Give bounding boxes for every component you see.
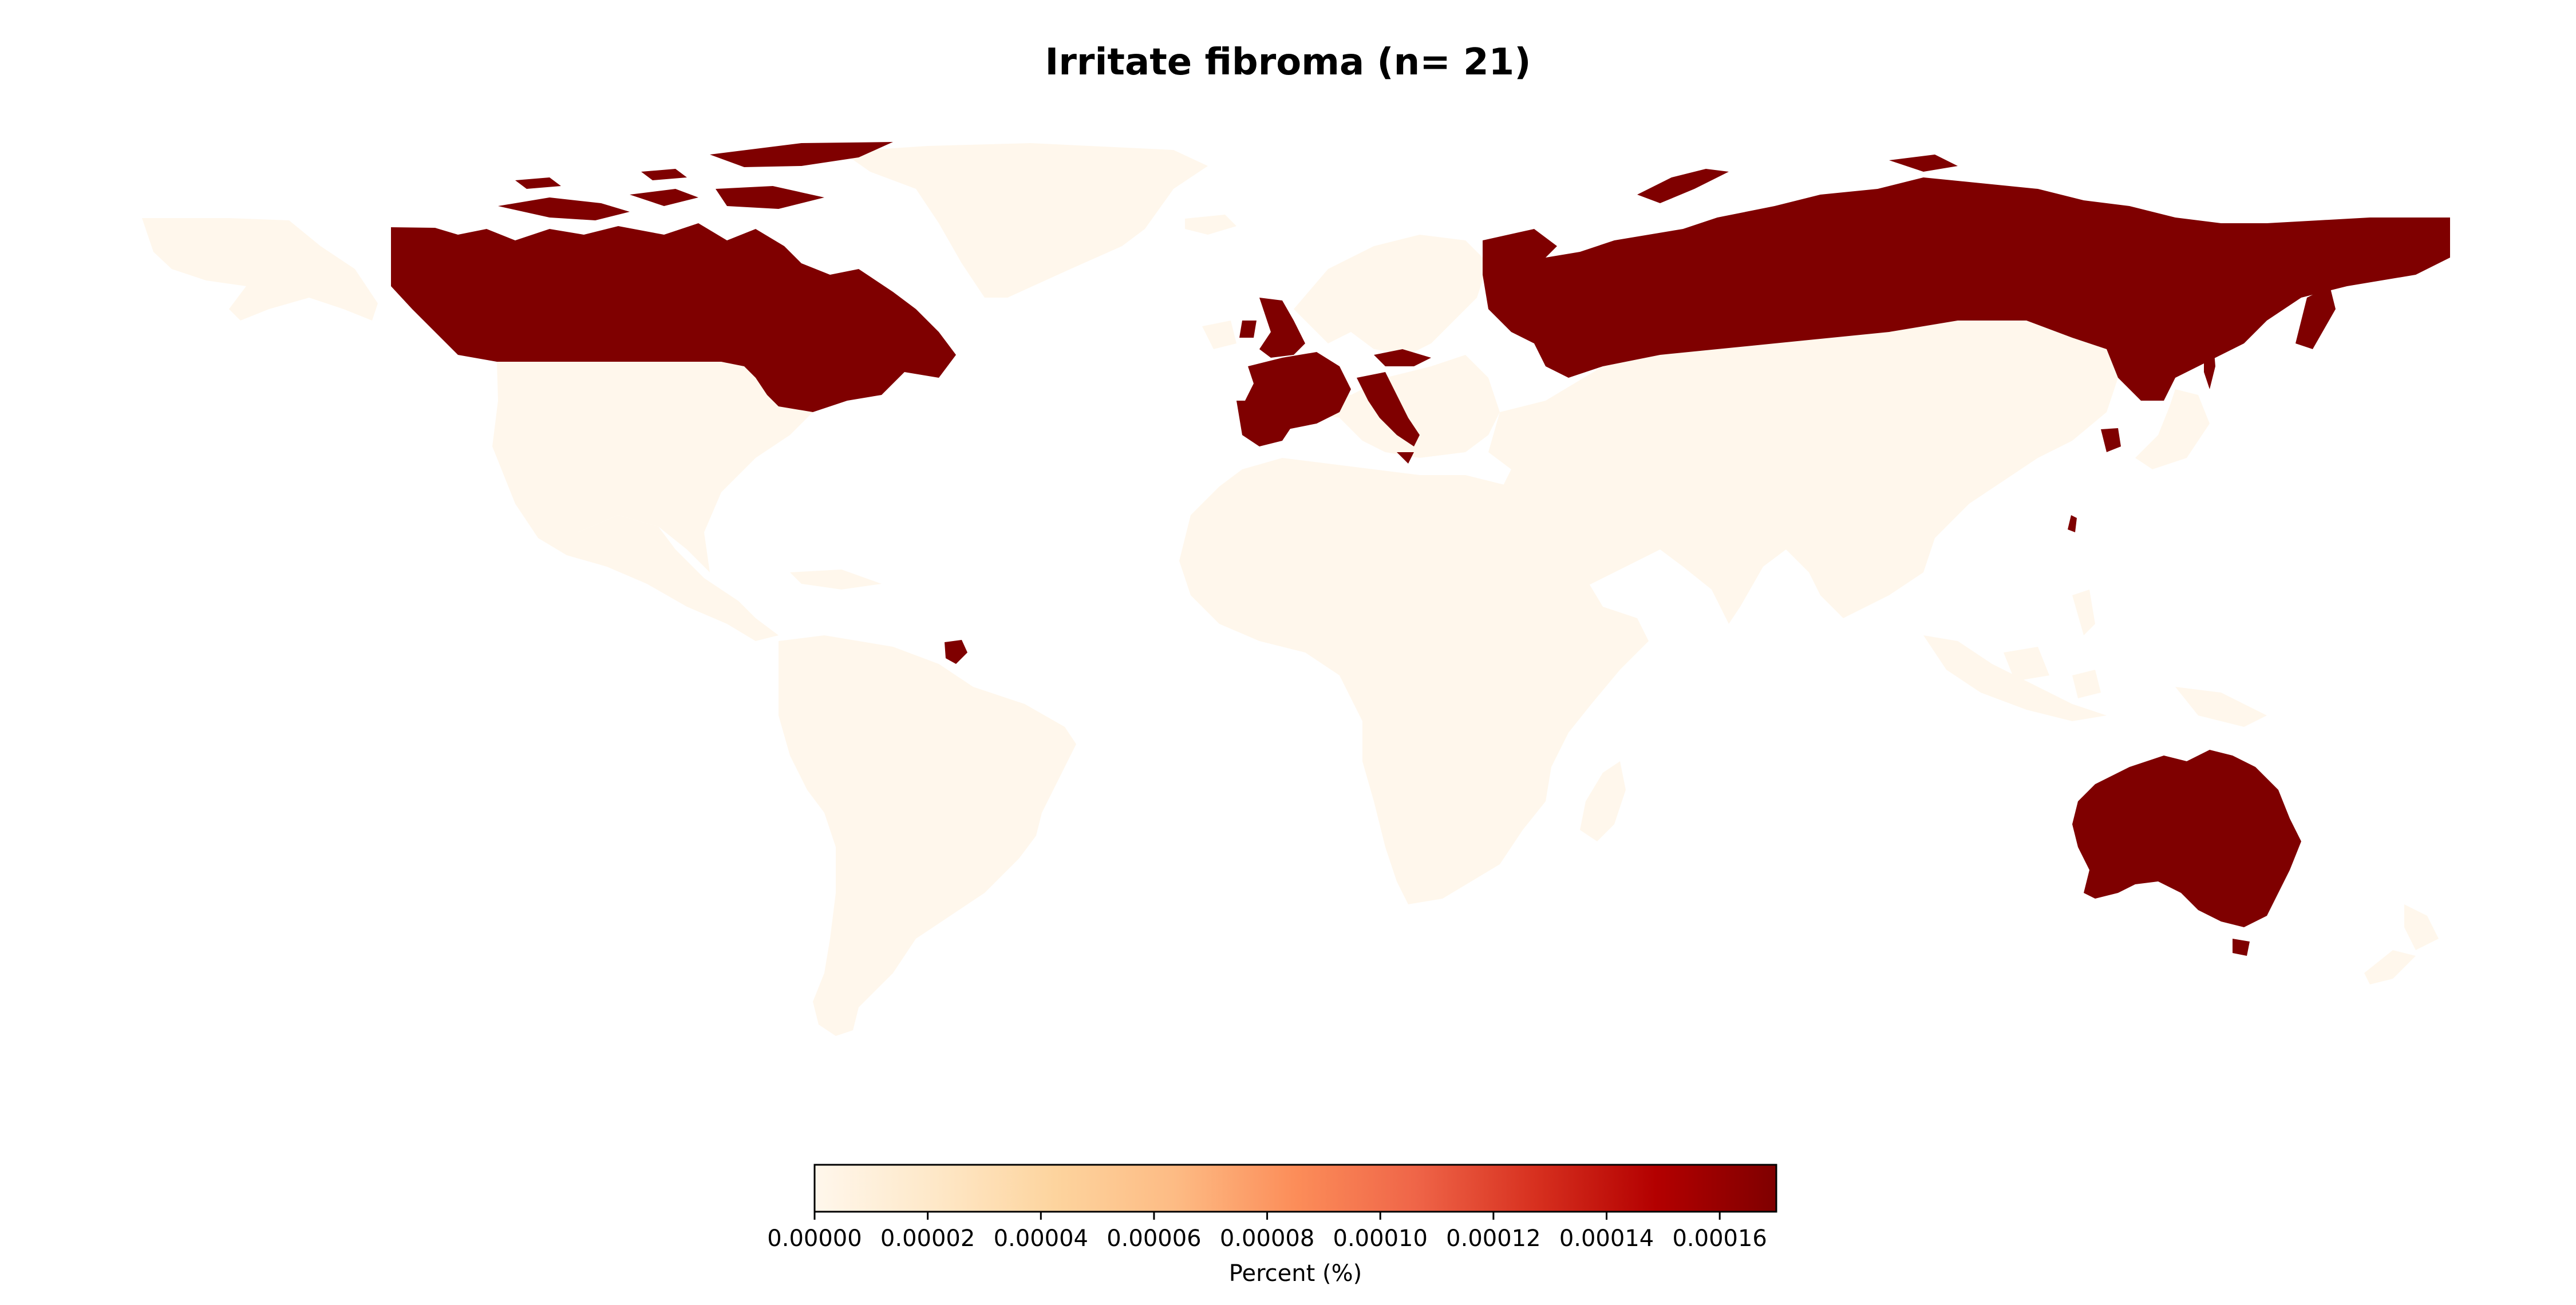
region-madagascar: [1580, 761, 1626, 841]
region-australia: [2072, 750, 2301, 927]
region-alaska: [142, 218, 378, 321]
region-africa: [1179, 458, 1649, 904]
region-balkans: [1374, 349, 1431, 366]
highlight-land: [391, 142, 2450, 956]
region-scandinavia: [1294, 235, 1488, 355]
base-land: [142, 143, 2439, 1036]
colorbar-tick-label: 0.00006: [1107, 1225, 1201, 1252]
region-new-zealand: [2364, 904, 2439, 984]
colorbar-tick-label: 0.00016: [1672, 1225, 1767, 1252]
region-sakhalin: [2204, 332, 2215, 389]
region-japan: [2135, 389, 2210, 469]
region-greenland: [841, 143, 1208, 298]
colorbar-tick-label: 0.00008: [1220, 1225, 1314, 1252]
colorbar-gradient: [813, 1164, 1777, 1213]
region-arctic-islands: [498, 142, 893, 220]
region-south-korea: [2101, 428, 2121, 452]
colorbar-tick-label: 0.00002: [880, 1225, 975, 1252]
colorbar-label: Percent (%): [1229, 1260, 1362, 1287]
region-cuba: [790, 570, 882, 590]
region-canada: [391, 223, 956, 412]
region-uk-base: [1202, 321, 1236, 349]
colorbar-tick-label: 0.00014: [1559, 1225, 1654, 1252]
region-iceland: [1185, 215, 1236, 235]
region-spain: [1236, 401, 1294, 446]
region-uk: [1239, 298, 1305, 358]
region-usa: [492, 362, 859, 572]
region-russia-islands: [1637, 155, 1958, 203]
region-french-guiana: [945, 640, 967, 664]
region-tasmania: [2233, 939, 2250, 956]
region-mexico: [515, 504, 779, 641]
colorbar-ticks: 0.00000 0.00002 0.00004 0.00006 0.00008 0.000…: [767, 1212, 1767, 1252]
region-south-america: [779, 635, 1076, 1036]
region-middle-east-asia: [1488, 321, 2118, 624]
region-kamchatka: [2296, 286, 2336, 349]
colorbar-tick-label: 0.00000: [767, 1225, 862, 1252]
region-sea-islands: [1923, 590, 2267, 727]
region-taiwan: [2068, 515, 2077, 532]
page-title: Irritate fibroma (n= 21): [1045, 41, 1531, 84]
colorbar-tick-label: 0.00010: [1333, 1225, 1428, 1252]
colorbar-tick-label: 0.00012: [1446, 1225, 1540, 1252]
region-italy: [1357, 372, 1420, 464]
colorbar-tick-label: 0.00004: [994, 1225, 1088, 1252]
